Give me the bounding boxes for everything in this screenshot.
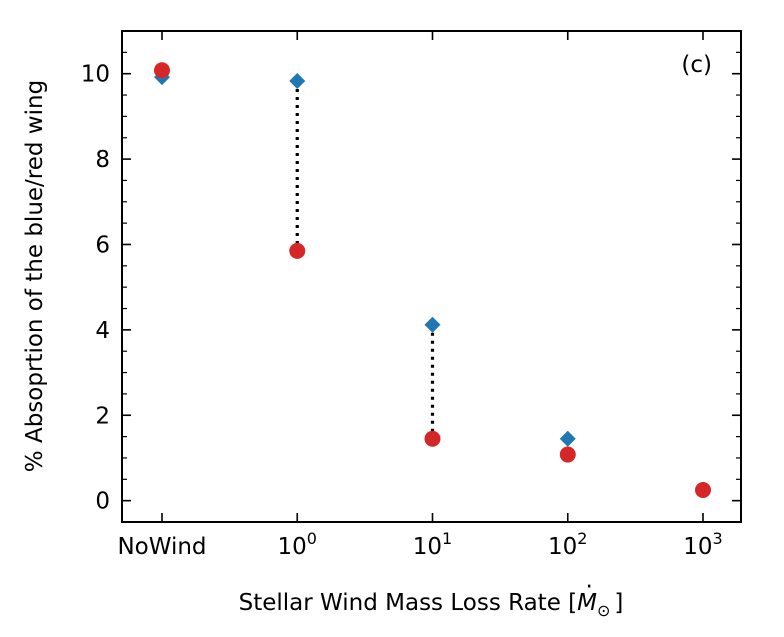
plot-frame [121,30,742,523]
diamond-marker [424,316,441,333]
y-tick-label: 6 [95,232,110,258]
x-axis-label: Stellar Wind Mass Loss Rate [M⊙] [239,590,624,620]
circle-marker [424,430,441,447]
diamond-marker [289,72,306,89]
data-marks [154,62,711,498]
x-tick-label: 100 [278,529,317,560]
circle-marker [559,446,576,463]
x-tick-labels: NoWind 100 101 102 103 [117,529,722,560]
connectors [295,80,435,439]
y-axis-label: % Absoprtion of the blue/red wing [22,80,48,472]
x-axis-label-sub: ⊙ [597,601,610,620]
x-axis-label-close: ] [614,590,623,616]
panel-label: (c) [681,52,712,78]
x-tick-base: 10 [548,534,577,560]
y-tick-label: 8 [95,147,110,173]
x-tick-base: 10 [683,534,712,560]
x-tick-label: 102 [548,529,587,560]
y-tick-label: 0 [95,489,110,515]
circle-marker [154,62,170,79]
x-tick-base: 10 [413,534,442,560]
x-tick-exponent: 1 [442,529,452,548]
circle-marker [695,481,711,498]
circle-marker [289,242,306,259]
x-axis-label-text: Stellar Wind Mass Loss Rate [ [239,590,578,616]
x-tick-label: NoWind [117,534,206,560]
x-axis-label-dot: · [585,574,592,600]
y-tick-labels: 0 2 4 6 8 10 [81,62,110,515]
x-tick-label: 103 [683,529,722,560]
axis-ticks [122,30,741,523]
y-tick-label: 10 [81,62,110,88]
x-tick-exponent: 3 [713,529,723,548]
x-tick-label: 101 [413,529,452,560]
x-tick-exponent: 0 [307,529,317,548]
x-axis-label-symbol: M [577,590,597,616]
x-tick-base: 10 [278,534,307,560]
y-tick-label: 4 [95,318,110,344]
x-tick-exponent: 2 [577,529,587,548]
diamond-marker [559,430,576,447]
y-tick-label: 2 [95,403,110,429]
